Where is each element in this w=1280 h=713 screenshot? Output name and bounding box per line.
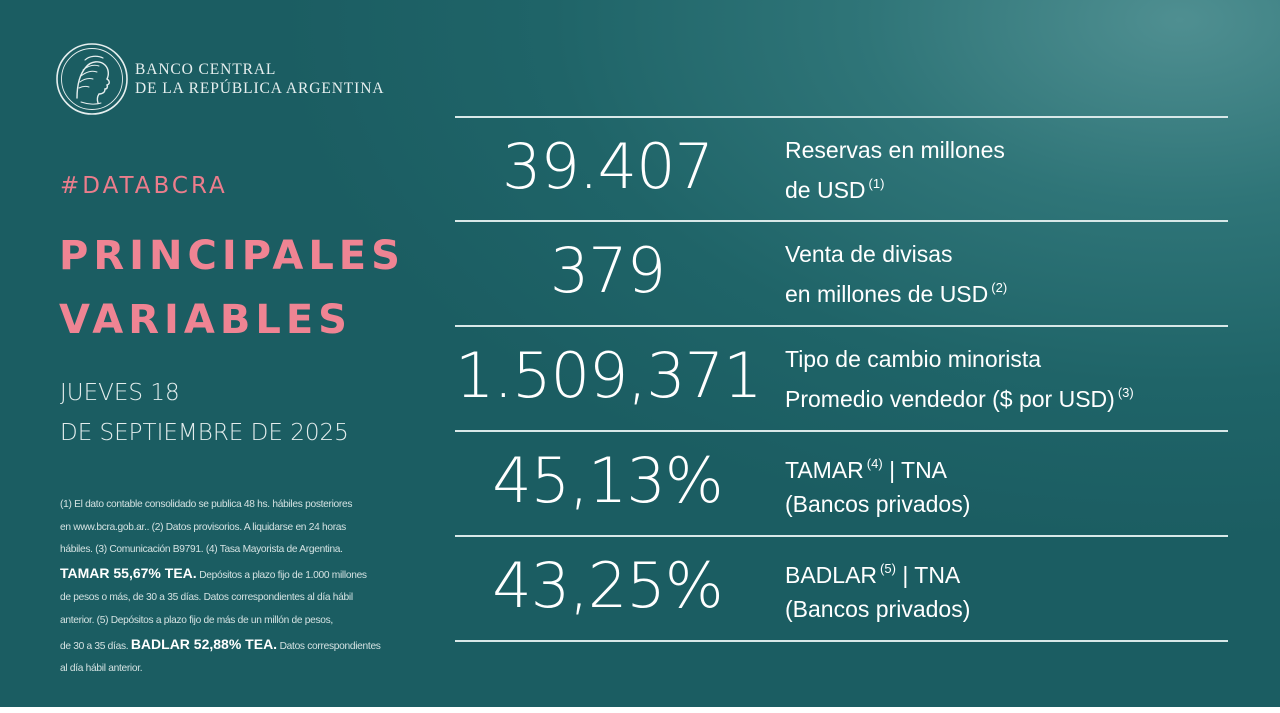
footnote-line: en www.bcra.gob.ar.. (2) Datos provisori… [60,521,346,533]
divider [455,325,1228,327]
hashtag: #DATABCRA [60,173,228,199]
label-line: Reservas en millones [785,137,1005,163]
indicator-tamar: 45,13% TAMAR (4) | TNA (Bancos privados) [455,431,1228,534]
divider [455,535,1228,537]
footnote-text: de 30 a 35 días. [60,640,129,652]
footnote-line: anterior. (5) Depósitos a plazo fijo de … [60,614,333,626]
divider [455,220,1228,222]
bcra-logo: BANCO CENTRAL DE LA REPÚBLICA ARGENTINA [55,42,384,116]
indicator-value: 39.407 [502,130,714,203]
indicator-label: Venta de divisas en millones de USD (2) [785,237,1007,311]
divider [455,640,1228,642]
footnote-text: Depósitos a plazo fijo de 1.000 millones [199,569,367,581]
indicator-fx-sales: 379 Venta de divisas en millones de USD(… [455,221,1228,324]
footnote-ref: (2) [991,280,1008,295]
bank-name: BANCO CENTRAL DE LA REPÚBLICA ARGENTINA [135,60,384,98]
indicator-value: 43,25% [492,549,723,622]
label-line: Venta de divisas [785,241,953,267]
footnote-line: (1) El dato contable consolidado se publ… [60,499,353,510]
label-text: TAMAR [785,457,864,483]
title-line-2: VARIABLES [59,297,352,343]
indicator-badlar: 43,25% BADLAR (5) | TNA (Bancos privados) [455,536,1228,639]
footnotes: (1) El dato contable consolidado se publ… [60,494,438,681]
indicator-label: Reservas en millones de USD (1) [785,133,1005,207]
label-text: de USD [785,177,866,203]
footnote-ref: (4) [866,456,883,471]
footnote-line: al día hábil anterior. [60,663,143,675]
indicator-label: TAMAR (4) | TNA (Bancos privados) [785,447,970,521]
bank-name-line-2: DE LA REPÚBLICA ARGENTINA [135,80,385,97]
bcra-seal-icon [56,43,128,115]
date-line-1: JUEVES 18 [60,380,180,406]
indicator-label: Tipo de cambio minorista Promedio vended… [785,342,1134,416]
footnote-ref: (5) [880,561,896,576]
report-date: JUEVES 18 DE SEPTIEMBRE DE 2025 [60,373,349,453]
label-line: Tipo de cambio minorista [785,346,1042,372]
footnote-line: hábiles. (3) Comunicación B9791. (4) Tas… [60,544,343,556]
footnote-line: de 30 a 35 días. BADLAR 52,88% TEA. Dato… [60,633,438,659]
label-text: BADLAR [785,562,878,588]
divider [455,116,1228,118]
label-line: Promedio vendedor ($ por USD) (3) [785,376,1134,416]
tamar-tea: TAMAR 55,67% TEA. [60,564,197,581]
label-line: en millones de USD (2) [785,271,1007,311]
label-line: TAMAR (4) | TNA [785,447,970,487]
indicator-label: BADLAR (5) | TNA (Bancos privados) [785,552,970,626]
label-line: (Bancos privados) [785,491,971,517]
footnote-text: Datos correspondientes [279,640,381,652]
title-line-1: PRINCIPALES [59,233,405,279]
label-text: | TNA [889,457,948,483]
label-line: (Bancos privados) [785,596,971,622]
label-line: BADLAR (5) | TNA [785,552,970,592]
footnote-line: TAMAR 55,67% TEA. Depósitos a plazo fijo… [60,562,438,588]
indicator-value: 45,13% [492,444,723,517]
indicator-value: 1.509,371 [455,339,763,412]
indicator-value: 379 [549,234,666,307]
footnote-ref: (1) [868,176,885,191]
badlar-tea: BADLAR 52,88% TEA. [130,635,278,652]
label-line: de USD (1) [785,167,1005,207]
bottom-strip [0,707,1280,713]
indicator-reserves: 39.407 Reservas en millones de USD (1) [455,117,1228,220]
footnote-line: de pesos o más, de 30 a 35 días. Datos c… [60,592,353,604]
label-text: en millones de USD [785,281,989,307]
indicator-exchange-rate: 1.509,371 Tipo de cambio minorista Prome… [455,326,1228,429]
label-text: | TNA [902,562,961,588]
footnote-ref: (3) [1117,385,1134,400]
label-text: Promedio vendedor ($ por USD) [785,386,1115,412]
date-line-2: DE SEPTIEMBRE DE 2025 [60,420,349,446]
bank-name-line-1: BANCO CENTRAL [135,61,277,78]
page-title: PRINCIPALES VARIABLES [59,224,405,352]
divider [455,430,1228,432]
